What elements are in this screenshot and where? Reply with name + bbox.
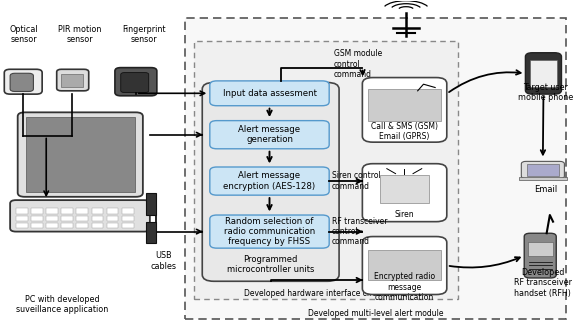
Bar — [31, 223, 43, 228]
Bar — [519, 177, 567, 180]
Bar — [46, 208, 58, 214]
Text: Random selection of
radio communication
frequency by FHSS: Random selection of radio communication … — [224, 217, 315, 246]
Bar — [122, 208, 133, 214]
Bar — [528, 241, 553, 257]
Bar — [61, 73, 84, 87]
Bar — [26, 117, 135, 192]
Bar — [380, 175, 429, 203]
Text: USB
cables: USB cables — [150, 252, 176, 271]
Text: Optical
sensor: Optical sensor — [9, 25, 38, 44]
Bar — [146, 193, 156, 215]
Bar — [61, 216, 73, 221]
Bar — [16, 223, 27, 228]
FancyBboxPatch shape — [210, 167, 329, 195]
FancyBboxPatch shape — [525, 53, 562, 94]
Bar — [107, 223, 118, 228]
Text: GSM module
control
command: GSM module control command — [334, 49, 382, 79]
FancyBboxPatch shape — [57, 69, 89, 91]
Text: Alert message
encryption (AES-128): Alert message encryption (AES-128) — [223, 171, 315, 191]
Bar — [146, 222, 156, 243]
Text: Siren: Siren — [395, 210, 414, 219]
Bar — [61, 208, 73, 214]
Bar — [107, 208, 118, 214]
Bar — [46, 216, 58, 221]
Bar — [530, 60, 557, 87]
FancyBboxPatch shape — [210, 215, 329, 248]
Bar — [31, 208, 43, 214]
Text: Developed hardware interface circuit (HIC): Developed hardware interface circuit (HI… — [244, 289, 408, 298]
FancyBboxPatch shape — [202, 82, 339, 281]
Bar — [107, 216, 118, 221]
FancyBboxPatch shape — [115, 67, 157, 96]
FancyBboxPatch shape — [210, 121, 329, 149]
Text: Programmed
microcontroller units: Programmed microcontroller units — [227, 255, 314, 274]
Bar — [46, 223, 58, 228]
Text: Call & SMS (GSM)
Email (GPRS): Call & SMS (GSM) Email (GPRS) — [371, 122, 438, 141]
Bar — [61, 223, 73, 228]
Bar — [92, 223, 104, 228]
Bar — [527, 164, 559, 176]
Text: RF transceiver
control
command: RF transceiver control command — [332, 217, 388, 246]
Bar — [31, 216, 43, 221]
Bar — [92, 216, 104, 221]
Text: Siren control
command: Siren control command — [332, 171, 381, 191]
FancyBboxPatch shape — [10, 73, 33, 92]
FancyBboxPatch shape — [521, 161, 565, 179]
Text: PIR motion
sensor: PIR motion sensor — [58, 25, 102, 44]
Text: Alert message
generation: Alert message generation — [239, 125, 301, 144]
Bar — [122, 216, 133, 221]
Text: Developed
RF transceiver
handset (RFH): Developed RF transceiver handset (RFH) — [514, 268, 572, 298]
FancyBboxPatch shape — [10, 200, 150, 231]
Bar — [368, 89, 441, 121]
Text: Encrypted radio
message
communication: Encrypted radio message communication — [374, 272, 435, 302]
Bar — [77, 208, 88, 214]
Text: Input data assesment: Input data assesment — [222, 89, 316, 98]
FancyBboxPatch shape — [362, 236, 447, 295]
FancyBboxPatch shape — [362, 164, 447, 222]
Bar — [16, 208, 27, 214]
Text: Fingerprint
sensor: Fingerprint sensor — [122, 25, 166, 44]
Bar — [185, 18, 566, 319]
Bar — [122, 223, 133, 228]
Bar — [194, 41, 459, 300]
Text: Target user
mobile phone: Target user mobile phone — [518, 82, 573, 102]
Text: PC with developed
suveillance application: PC with developed suveillance applicatio… — [16, 295, 109, 314]
FancyBboxPatch shape — [4, 69, 42, 94]
Bar — [16, 216, 27, 221]
Bar — [77, 223, 88, 228]
Bar — [77, 216, 88, 221]
Bar — [368, 250, 441, 280]
Text: Email: Email — [534, 185, 558, 194]
Text: Developed multi-level alert module: Developed multi-level alert module — [308, 309, 443, 318]
FancyBboxPatch shape — [524, 233, 556, 278]
FancyBboxPatch shape — [121, 72, 149, 93]
FancyBboxPatch shape — [210, 81, 329, 106]
FancyBboxPatch shape — [362, 77, 447, 142]
Bar — [92, 208, 104, 214]
FancyBboxPatch shape — [18, 112, 143, 197]
